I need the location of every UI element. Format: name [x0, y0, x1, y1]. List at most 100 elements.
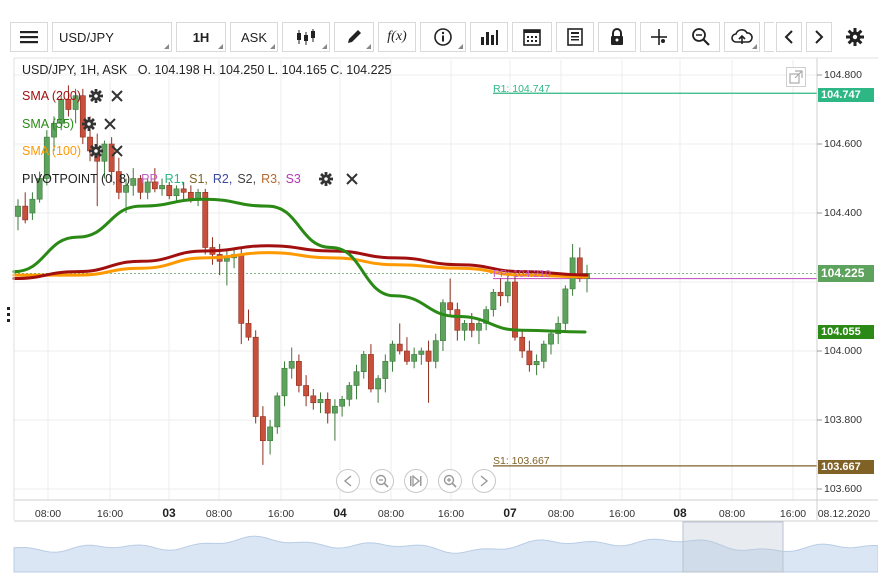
nav-back-button[interactable]	[336, 469, 360, 493]
settings-button[interactable]	[838, 22, 872, 52]
x-axis-label: 08:00	[377, 508, 405, 520]
nav-forward-button[interactable]	[472, 469, 496, 493]
candle-body	[166, 185, 173, 197]
info-button[interactable]	[420, 22, 466, 52]
candle	[360, 351, 367, 379]
cloud-save-button[interactable]	[724, 22, 760, 52]
interval-label: 1H	[192, 29, 210, 45]
current-price-tag: 104.225	[818, 265, 874, 282]
candle-body	[526, 350, 533, 366]
candle-body	[238, 254, 245, 324]
pivot-item-label: S3	[285, 172, 301, 186]
candle	[79, 88, 86, 144]
candle	[411, 347, 418, 369]
calendar-button[interactable]	[512, 22, 552, 52]
candle-body	[346, 385, 353, 400]
chart-type-button[interactable]	[282, 22, 330, 52]
candle	[454, 302, 461, 341]
candle	[137, 175, 144, 200]
candle-body	[490, 292, 497, 310]
reset-view-button[interactable]	[404, 469, 428, 493]
candle	[533, 354, 540, 376]
price-chart[interactable]	[0, 56, 878, 580]
candle-body	[353, 371, 360, 386]
candle-body	[411, 354, 418, 362]
scroll-right-button[interactable]	[806, 22, 832, 52]
zoom-icon	[692, 28, 710, 46]
candle	[432, 333, 439, 369]
sma55-line	[12, 197, 587, 334]
candle	[231, 247, 237, 269]
candle	[425, 340, 432, 403]
lock-button[interactable]	[598, 22, 636, 52]
candle-body	[108, 143, 115, 172]
drag-handle[interactable]	[7, 307, 10, 323]
gear-icon[interactable]	[318, 172, 333, 186]
popout-button[interactable]	[786, 67, 806, 87]
interval-selector[interactable]: 1H	[176, 22, 226, 52]
candle	[51, 116, 57, 151]
close-icon[interactable]	[104, 118, 116, 130]
symbol-selector[interactable]: USD/JPY	[52, 22, 172, 52]
candle	[22, 192, 29, 224]
candle-body	[389, 343, 396, 362]
candle	[310, 388, 317, 410]
candle	[65, 85, 72, 117]
volume-button[interactable]	[470, 22, 508, 52]
sma200-label: SMA (200)	[22, 89, 82, 103]
pivot-item-label: PP,	[141, 172, 160, 186]
drawing-tools-button[interactable]	[334, 22, 374, 52]
dropdown-corner-icon	[164, 44, 169, 49]
zoom-button[interactable]	[682, 22, 720, 52]
close-icon[interactable]	[111, 145, 123, 157]
candle	[339, 395, 346, 417]
candle-body	[29, 198, 36, 214]
candle	[418, 347, 425, 365]
sma100-legend: SMA (100)	[22, 144, 123, 158]
candle-body	[79, 95, 86, 138]
candle	[584, 264, 590, 293]
candle	[173, 185, 180, 203]
candle	[447, 278, 454, 317]
x-axis-label: 08:00	[34, 508, 62, 520]
candle-body	[497, 292, 504, 297]
candle	[332, 399, 338, 441]
candle	[151, 168, 158, 193]
crosshair-button[interactable]	[640, 22, 678, 52]
zoom-in-button[interactable]	[438, 469, 462, 493]
dropdown-corner-icon	[270, 44, 275, 49]
candle-body	[151, 181, 158, 190]
candle	[519, 330, 526, 358]
data-table-button[interactable]	[556, 22, 594, 52]
price-type-selector[interactable]: ASK	[230, 22, 278, 52]
pivot-lines	[14, 92, 817, 467]
candle-body	[137, 178, 144, 193]
gear-icon	[846, 28, 864, 46]
zoom-out-button[interactable]	[370, 469, 394, 493]
menu-button[interactable]	[10, 22, 48, 52]
overview-navigator[interactable]	[13, 520, 878, 573]
candle-body	[144, 181, 151, 193]
gear-icon[interactable]	[89, 144, 104, 158]
candle-body	[576, 257, 583, 279]
sma-lines	[12, 197, 589, 334]
candle-body	[360, 354, 367, 373]
gear-icon[interactable]	[89, 89, 104, 103]
gear-icon[interactable]	[82, 117, 97, 131]
candle-body	[15, 205, 21, 217]
indicators-button[interactable]: f(x)	[378, 22, 416, 52]
close-icon[interactable]	[111, 90, 123, 102]
candle	[166, 181, 173, 200]
x-axis-label: 16:00	[779, 508, 807, 520]
ohlc-legend: USD/JPY, 1H, ASK O. 104.198 H. 104.250 L…	[22, 63, 392, 77]
candle-body	[115, 171, 122, 193]
sma100-line	[12, 251, 589, 279]
candle-body	[43, 136, 50, 179]
scroll-left-button[interactable]	[776, 22, 802, 52]
sma100-label: SMA (100)	[22, 144, 82, 158]
candle	[440, 299, 446, 351]
candle	[245, 309, 252, 341]
candle	[303, 375, 310, 407]
pivot-prefix: PIVOTPOINT (0, 8)	[22, 172, 131, 186]
close-icon[interactable]	[346, 173, 358, 185]
